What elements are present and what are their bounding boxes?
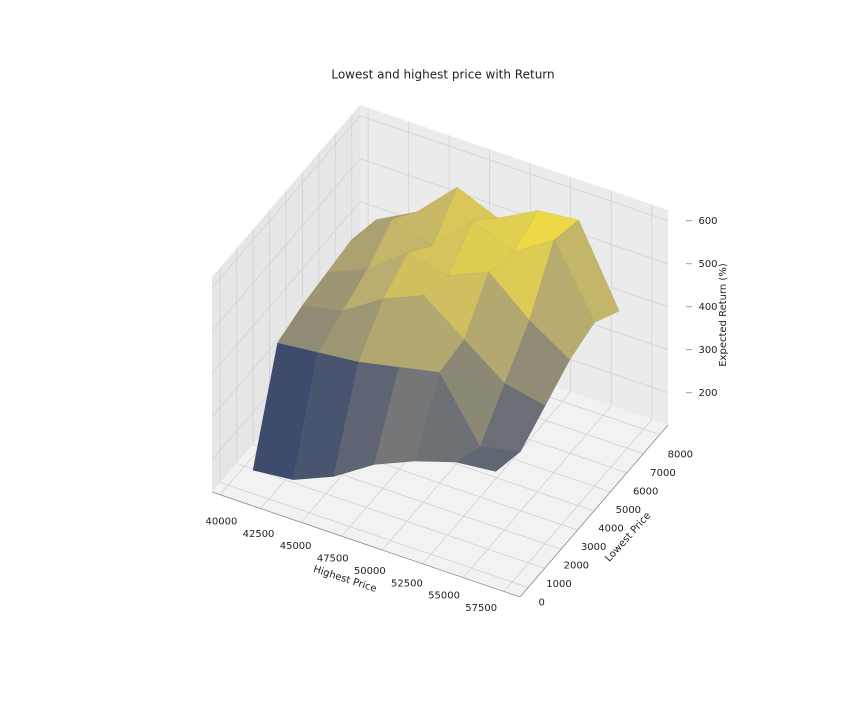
x-tick-label: 52500 xyxy=(391,578,423,589)
grid-line xyxy=(359,115,669,222)
x-tick-label: 57500 xyxy=(465,603,497,614)
x-tick-label: 47500 xyxy=(317,554,349,565)
z-tick-label: 500 xyxy=(698,259,717,270)
axis-line xyxy=(519,424,669,598)
x-tick-label: 55000 xyxy=(428,591,460,602)
y-tick-label: 4000 xyxy=(598,524,623,535)
x-tick-label: 45000 xyxy=(280,541,312,552)
y-tick-label: 0 xyxy=(538,598,544,609)
y-tick-label: 3000 xyxy=(581,542,606,553)
y-tick-label: 8000 xyxy=(668,449,693,460)
x-tick-label: 50000 xyxy=(354,566,386,577)
x-tick-label: 40000 xyxy=(206,516,238,527)
chart-title: Lowest and highest price with Return xyxy=(331,68,554,82)
z-tick-label: 200 xyxy=(698,388,717,399)
z-tick-label: 300 xyxy=(698,345,717,356)
y-tick-label: 5000 xyxy=(616,505,641,516)
surface-patch xyxy=(553,219,620,323)
axis-line xyxy=(211,491,521,598)
y-tick-label: 1000 xyxy=(546,579,571,590)
z-axis-label: Expected Return (%) xyxy=(718,263,729,367)
surface-patch xyxy=(454,446,522,472)
grid-line xyxy=(220,482,529,588)
z-tick-label: 400 xyxy=(698,302,717,313)
x-tick-label: 42500 xyxy=(243,529,275,540)
grid-line xyxy=(211,115,361,289)
grid-line xyxy=(211,201,361,375)
z-tick-label: 600 xyxy=(698,216,717,227)
y-tick-label: 2000 xyxy=(564,561,589,572)
y-tick-label: 7000 xyxy=(650,468,675,479)
grid-line xyxy=(211,158,361,332)
y-axis-label: Lowest Price xyxy=(603,510,653,564)
grid-line xyxy=(236,462,545,569)
grid-line xyxy=(359,158,669,265)
y-tick-label: 6000 xyxy=(633,486,658,497)
